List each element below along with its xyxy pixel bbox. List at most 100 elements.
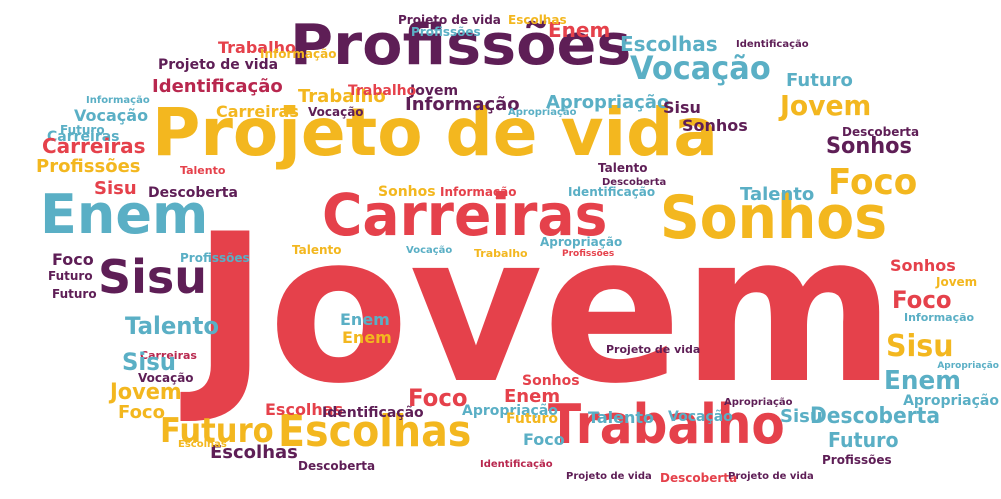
word-profissoes: Profissões: [180, 251, 250, 265]
word-vocacao: Vocação: [630, 49, 771, 87]
word-talento: Talento: [588, 408, 655, 427]
word-foco: Foco: [828, 162, 918, 203]
word-descoberta: Descoberta: [148, 185, 238, 201]
word-foco: Foco: [118, 402, 165, 423]
word-descoberta: Descoberta: [810, 404, 941, 429]
word-enem: Enem: [504, 386, 561, 407]
word-descoberta: Descoberta: [602, 177, 667, 188]
word-trabalho: Trabalho: [474, 247, 528, 260]
word-sonhos: Sonhos: [378, 184, 436, 200]
word-jovem: Jovem: [410, 83, 459, 99]
word-projeto-de-vida: Projeto de vida: [728, 471, 814, 482]
word-projeto-de-vida: Projeto de vida: [158, 57, 279, 73]
word-escolhas: Escolhas: [278, 406, 472, 457]
word-talento: Talento: [740, 184, 815, 205]
word-futuro: Futuro: [160, 411, 274, 451]
word-sisu: Sisu: [886, 329, 954, 364]
word-futuro: Futuro: [60, 123, 105, 137]
word-informacao: Informação: [440, 185, 517, 199]
word-sonhos: Sonhos: [826, 134, 912, 159]
word-vocacao: Vocação: [74, 106, 149, 125]
word-foco: Foco: [892, 286, 952, 314]
word-apropriacao: Apropriação: [546, 92, 670, 113]
word-descoberta: Descoberta: [842, 125, 920, 139]
word-vocacao: Vocação: [308, 105, 364, 119]
word-trabalho: Trabalho: [348, 83, 417, 99]
word-carreiras: Carreiras: [216, 102, 299, 121]
word-profissoes: Profissões: [36, 156, 141, 177]
word-carreiras: Carreiras: [140, 349, 197, 362]
word-escolhas: Escolhas: [178, 439, 227, 450]
word-sisu: Sisu: [780, 406, 823, 427]
word-enem: Enem: [884, 366, 961, 396]
word-futuro: Futuro: [48, 269, 93, 283]
word-trabalho: Trabalho: [298, 86, 386, 107]
word-descoberta: Descoberta: [660, 471, 738, 485]
word-apropriacao: Apropriação: [540, 235, 623, 249]
word-sisu: Sisu: [663, 98, 701, 117]
word-jovem: Jovem: [936, 275, 978, 289]
word-futuro: Futuro: [786, 70, 853, 91]
word-enem: Enem: [342, 328, 392, 347]
word-foco: Foco: [52, 250, 94, 269]
word-foco: Foco: [408, 384, 468, 412]
word-projeto-de-vida: Projeto de vida: [398, 13, 501, 27]
word-vocacao: Vocação: [668, 409, 733, 425]
word-identificacao: Identificação: [736, 39, 809, 50]
word-sisu: Sisu: [94, 178, 137, 199]
word-jovem: Jovem: [780, 89, 872, 122]
word-talento: Talento: [598, 161, 648, 175]
word-profissoes: Profissões: [562, 249, 615, 259]
word-trabalho: Trabalho: [548, 393, 785, 456]
word-enem: Enem: [340, 310, 390, 329]
word-identificacao: Identificação: [568, 185, 656, 199]
word-escolhas: Escolhas: [265, 400, 344, 419]
word-informacao: Informação: [260, 47, 337, 61]
word-identificacao: Identificação: [322, 405, 424, 421]
word-talento: Talento: [125, 312, 220, 340]
word-foco: Foco: [523, 430, 565, 449]
word-sonhos: Sonhos: [890, 256, 956, 275]
word-informacao: Informação: [405, 94, 520, 115]
word-descoberta: Descoberta: [298, 459, 376, 473]
word-jovem: Jovem: [192, 191, 896, 429]
word-vocacao: Vocação: [138, 371, 194, 385]
word-apropriacao: Apropriação: [903, 393, 999, 409]
word-talento: Talento: [292, 243, 342, 257]
word-profissoes: Profissões: [822, 453, 892, 467]
word-carreiras: Carreiras: [47, 129, 120, 145]
word-projeto-de-vida: Projeto de vida: [606, 343, 701, 356]
word-identificacao: Identificação: [480, 459, 553, 470]
word-informacao: Informação: [904, 311, 975, 324]
word-futuro: Futuro: [828, 428, 899, 452]
word-apropriacao: Apropriação: [937, 361, 999, 371]
word-escolhas: Escolhas: [210, 442, 298, 463]
word-apropriacao: Apropriação: [724, 397, 793, 408]
word-carreiras: Carreiras: [322, 181, 608, 249]
word-trabalho: Trabalho: [218, 38, 296, 57]
word-enem: Enem: [40, 183, 209, 246]
word-projeto-de-vida: Projeto de vida: [152, 94, 718, 171]
word-profissoes: Profissões: [290, 13, 632, 78]
word-apropriacao: Apropriação: [462, 403, 558, 419]
word-profissoes: Profissões: [411, 25, 481, 39]
word-apropriacao: Apropriação: [508, 107, 577, 118]
word-enem: Enem: [548, 18, 611, 42]
word-projeto-de-vida: Projeto de vida: [566, 471, 652, 482]
word-sisu: Sisu: [98, 250, 208, 304]
word-sisu: Sisu: [122, 348, 177, 376]
word-futuro: Futuro: [506, 411, 559, 427]
word-carreiras: Carreiras: [42, 134, 146, 158]
word-talento: Talento: [180, 164, 226, 177]
word-futuro: Futuro: [52, 287, 97, 301]
word-vocacao: Vocação: [406, 245, 453, 256]
word-sonhos: Sonhos: [682, 116, 748, 135]
word-escolhas: Escolhas: [508, 13, 567, 27]
word-escolhas: Escolhas: [620, 32, 718, 56]
word-identificacao: Identificação: [152, 76, 283, 97]
word-informacao: Informação: [86, 95, 150, 106]
word-jovem: Jovem: [110, 380, 182, 405]
word-sonhos: Sonhos: [522, 373, 580, 389]
word-sonhos: Sonhos: [660, 183, 888, 253]
